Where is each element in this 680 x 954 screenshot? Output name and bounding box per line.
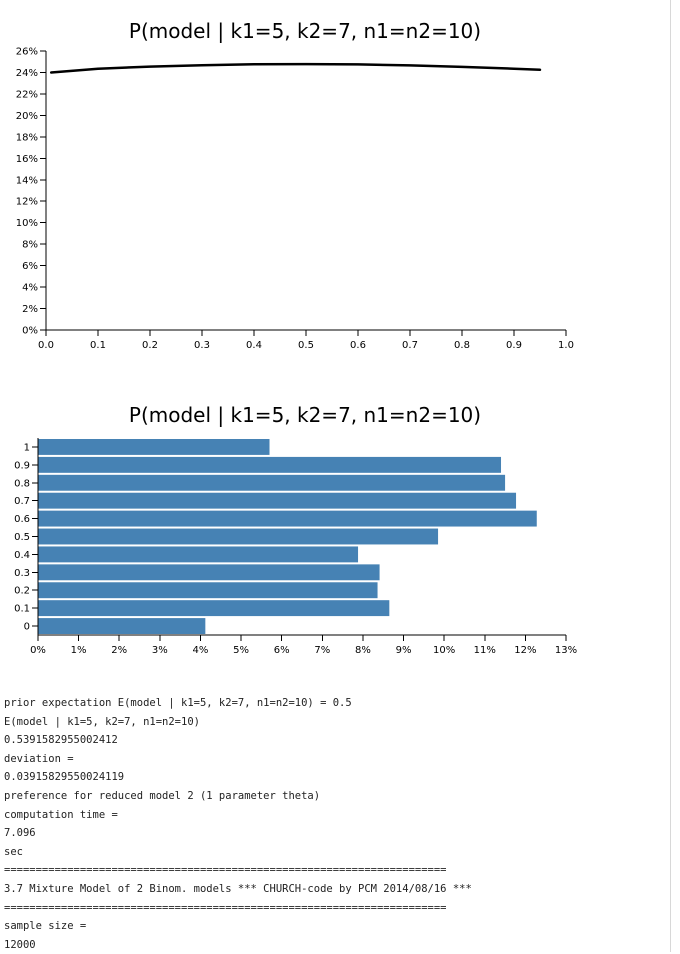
x-tick-label: 0% <box>30 645 46 656</box>
log-line: computation time = <box>4 808 118 821</box>
log-line: ========================================… <box>4 901 447 914</box>
x-tick-label: 1.0 <box>558 340 574 351</box>
log-line: deviation = <box>4 752 74 765</box>
y-tick-label: 24% <box>16 68 38 79</box>
y-tick-label: 0.8 <box>14 478 30 489</box>
line-chart: P(model | k1=5, k2=7, n1=n2=10) 0% 2% 4% 6%… <box>0 0 680 360</box>
x-tick-label: 0.0 <box>38 340 54 351</box>
bar <box>38 439 270 455</box>
log-line: 0.5391582955002412 <box>4 734 118 747</box>
x-tick-label: 0.7 <box>402 340 418 351</box>
bar <box>38 546 359 563</box>
x-tick-label: 2% <box>111 645 127 656</box>
x-tick-label: 6% <box>274 645 290 656</box>
log-line: 7.096 <box>4 827 36 840</box>
x-tick-label: 0.4 <box>246 340 262 351</box>
x-tick-label: 9% <box>396 645 412 656</box>
log-line: 3.7 Mixture Model of 2 Binom. models ***… <box>4 882 472 895</box>
y-tick-label: 0 <box>24 622 30 633</box>
x-tick-label: 0.3 <box>194 340 210 351</box>
x-tick-label: 0.5 <box>298 340 314 351</box>
y-tick-label: 0.6 <box>14 514 30 525</box>
y-tick-label: 0.9 <box>14 460 30 471</box>
y-tick-label: 14% <box>16 175 38 186</box>
x-tick-label: 1% <box>71 645 87 656</box>
x-tick-label: 4% <box>193 645 209 656</box>
x-tick-label: 0.8 <box>454 340 470 351</box>
x-tick-label: 5% <box>233 645 249 656</box>
y-tick-label: 6% <box>22 261 38 272</box>
line-chart-plot: 0% 2% 4% 6% 8% 10% 12% 14% 16% 18% 20% 22% 24% 26% 0.0… <box>16 47 574 352</box>
y-tick-label: 0% <box>22 326 38 337</box>
y-tick-label: 26% <box>16 47 38 58</box>
x-tick-label: 3% <box>152 645 168 656</box>
y-tick-label: 12% <box>16 197 38 208</box>
series-line <box>49 62 542 74</box>
bar-chart: P(model | k1=5, k2=7, n1=n2=10) 1 0.9 0.8 0… <box>0 400 680 672</box>
y-tick-label: 8% <box>22 240 38 251</box>
log-line: sec <box>4 845 23 858</box>
x-tick-label: 12% <box>514 645 536 656</box>
log-line: 12000 <box>4 938 36 951</box>
log-line: E(model | k1=5, k2=7, n1=n2=10) <box>4 715 200 728</box>
x-tick-label: 13% <box>555 645 577 656</box>
log-line: preference for reduced model 2 (1 parame… <box>4 789 321 802</box>
chart-title: P(model | k1=5, k2=7, n1=n2=10) <box>128 403 482 427</box>
y-tick-label: 10% <box>16 218 38 229</box>
y-tick-label: 20% <box>16 111 38 122</box>
y-tick-label: 0.5 <box>14 532 30 543</box>
console-log: prior expectation E(model | k1=5, k2=7, … <box>4 694 664 954</box>
bar <box>38 582 378 599</box>
y-tick-label: 2% <box>22 304 38 315</box>
x-tick-label: 0.1 <box>90 340 106 351</box>
bar <box>38 600 390 617</box>
x-tick-label: 11% <box>474 645 496 656</box>
window-frame-edge <box>670 0 671 952</box>
x-tick-label: 7% <box>314 645 330 656</box>
chart-title: P(model | k1=5, k2=7, n1=n2=10) <box>128 19 482 43</box>
bar <box>38 564 380 581</box>
y-tick-label: 1 <box>24 442 30 453</box>
bar <box>38 618 206 634</box>
log-line: ========================================… <box>4 864 447 877</box>
bar <box>38 474 506 491</box>
y-tick-label: 18% <box>16 132 38 143</box>
x-tick-label: 0.6 <box>350 340 366 351</box>
bar <box>38 456 502 473</box>
x-tick-label: 10% <box>433 645 455 656</box>
y-tick-label: 16% <box>16 154 38 165</box>
log-line: prior expectation E(model | k1=5, k2=7, … <box>4 697 352 709</box>
y-tick-label: 0.7 <box>14 496 30 507</box>
bar <box>38 528 439 545</box>
bar-chart-plot: 1 0.9 0.8 0.7 0.6 0.5 0.4 0.3 0.2 0.1 0 0% 1% 2% 3% 4% 5… <box>14 438 577 656</box>
log-line: sample size = <box>4 920 87 933</box>
y-tick-label: 0.2 <box>14 586 30 597</box>
log-line: 0.03915829550024119 <box>4 771 125 784</box>
x-tick-label: 8% <box>355 645 371 656</box>
bar <box>38 492 517 509</box>
bar <box>38 510 537 527</box>
x-tick-label: 0.2 <box>142 340 158 351</box>
y-tick-label: 22% <box>16 89 38 100</box>
y-tick-label: 4% <box>22 283 38 294</box>
y-tick-label: 0.4 <box>14 550 30 561</box>
y-tick-label: 0.1 <box>14 604 30 615</box>
x-tick-label: 0.9 <box>506 340 522 351</box>
y-tick-label: 0.3 <box>14 568 30 579</box>
